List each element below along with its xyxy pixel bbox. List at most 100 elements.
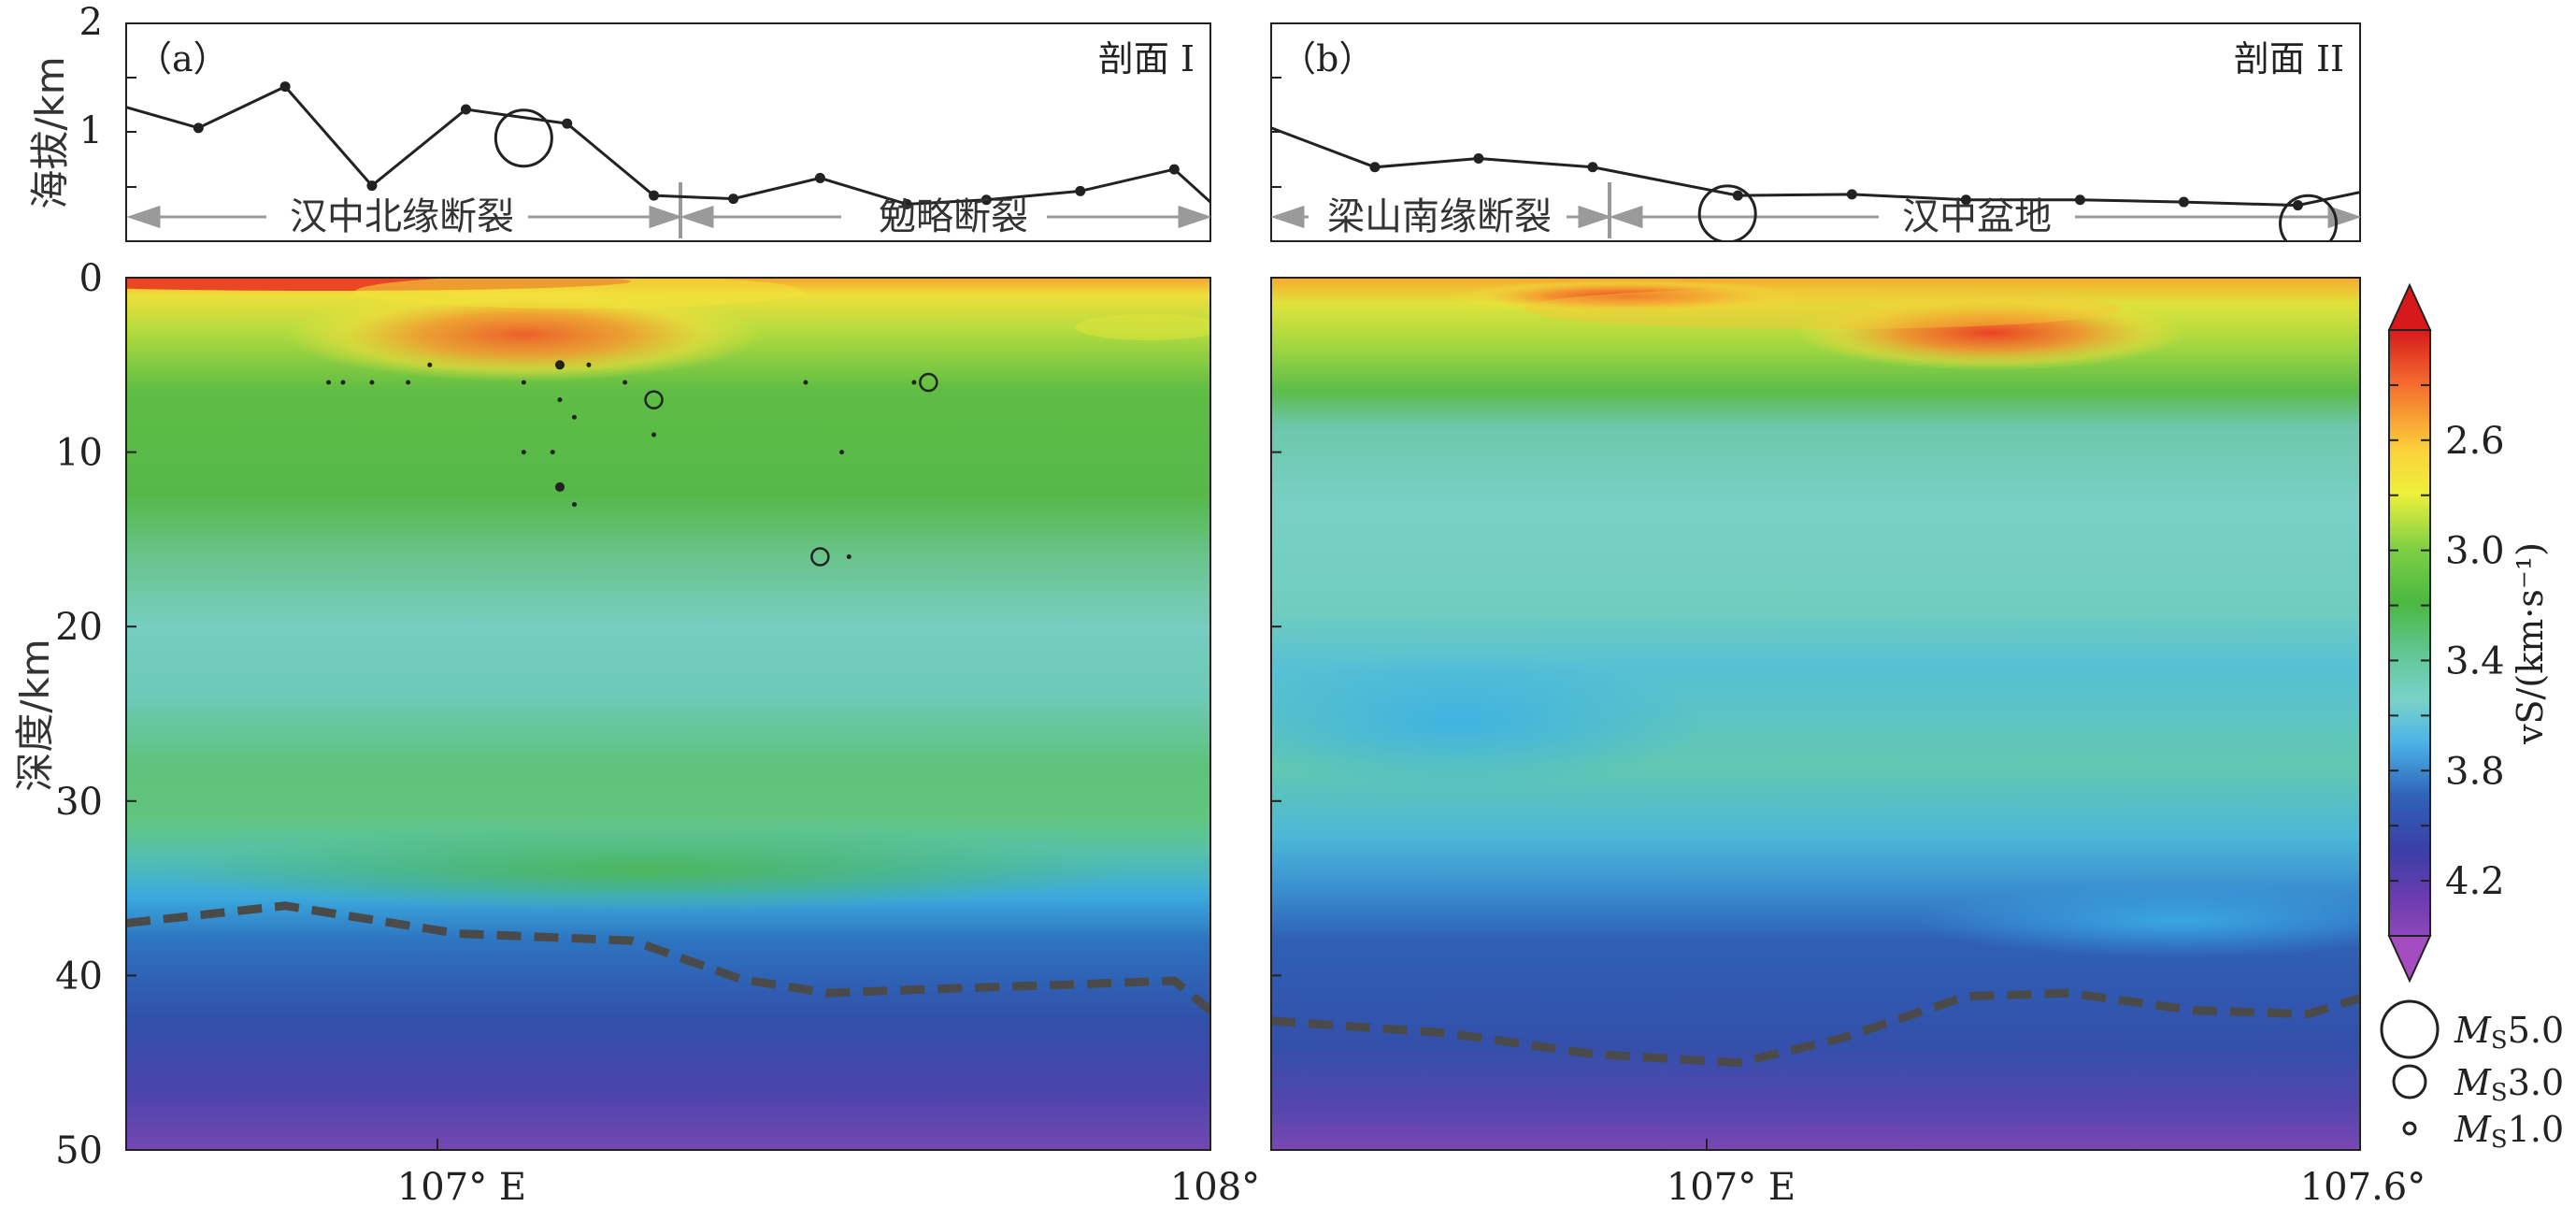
colorbar-tick-label: 3.0 — [2445, 530, 2505, 573]
fault-arrow-a1 — [126, 182, 1210, 238]
legend-circle — [2380, 999, 2440, 1059]
depth-ylabel: 深度/km — [12, 639, 58, 791]
elevation-point — [1960, 194, 1971, 206]
elevation-a-frame — [125, 22, 1211, 242]
depth-tick-label: 10 — [55, 432, 103, 475]
event-dot — [406, 380, 411, 385]
elevation-point — [2178, 196, 2189, 208]
elev-ytick-1: 1 — [79, 109, 103, 152]
section-a-frame — [125, 277, 1211, 1151]
elevation-points-b — [1369, 152, 2303, 211]
colorbar-label: vS/(km·s⁻¹) — [2510, 542, 2551, 745]
legend-label: MS1.0 — [2454, 1109, 2564, 1154]
depth-tick-label: 0 — [79, 257, 103, 300]
xtick-b-1076: 107.6° — [2300, 1166, 2426, 1207]
moho-line-b — [1271, 988, 2360, 1068]
event-dot — [911, 380, 917, 385]
elevation-point — [1473, 152, 1484, 164]
event-circle — [2279, 194, 2339, 241]
xtick-b-107: 107° E — [1667, 1166, 1796, 1207]
elevation-point — [279, 81, 291, 93]
legend-label: MS3.0 — [2454, 1062, 2564, 1107]
elevation-point — [980, 194, 992, 206]
event-circle — [919, 372, 938, 393]
elevation-point — [562, 118, 573, 129]
elevation-point — [901, 198, 912, 209]
profile-name-b: 剖面 II — [2234, 38, 2344, 79]
elevation-point — [2074, 194, 2085, 206]
event-dot — [340, 380, 346, 385]
elevation-point — [649, 190, 660, 201]
elevation-point — [1846, 189, 1857, 200]
legend-circle — [2402, 1121, 2417, 1136]
elevation-events-b — [1697, 184, 2339, 241]
elevation-point — [366, 180, 378, 192]
elevation-point — [1168, 164, 1180, 175]
elevation-point — [728, 194, 739, 205]
fault-label-b2: 汉中盆地 — [1902, 195, 2052, 238]
colorbar: 2.6 3.0 3.4 3.8 4.2 — [2387, 282, 2505, 984]
elevation-point — [460, 104, 471, 115]
colorbar-tick-label: 3.4 — [2445, 639, 2505, 683]
events-section-a — [326, 360, 938, 567]
fault-label-a1: 汉中北缘断裂 — [290, 195, 514, 238]
event-dot — [427, 362, 433, 367]
depth-tick-label: 40 — [55, 955, 103, 998]
elevation-events-a — [494, 108, 553, 168]
depth-tick-label: 30 — [55, 781, 103, 824]
colorbar-tick-label: 4.2 — [2445, 860, 2505, 903]
section-a-field — [126, 278, 1210, 1150]
xtick-a-108: 108° — [1170, 1166, 1260, 1207]
xtick-marks — [436, 1139, 2361, 1150]
elevation-point — [1075, 185, 1086, 196]
colorbar-tick-label: 3.8 — [2445, 750, 2505, 793]
event-circle — [1697, 184, 1757, 241]
event-dot — [803, 380, 809, 385]
event-dot — [557, 397, 563, 403]
elev-ytick-marks — [126, 77, 1281, 188]
elevation-line-a — [126, 84, 1210, 206]
event-dot — [521, 450, 526, 455]
event-circle — [494, 108, 553, 168]
panel-label-b: （b） — [1281, 38, 1374, 79]
fault-label-b1: 梁山南缘断裂 — [1327, 195, 1552, 238]
event-dot — [326, 380, 332, 385]
event-dot — [369, 380, 375, 385]
event-dot — [586, 362, 592, 367]
elevation-point — [1732, 190, 1743, 201]
event-dot — [846, 554, 852, 560]
section-b-field — [1271, 278, 2360, 1150]
elevation-points-a — [193, 81, 1180, 209]
event-dot — [550, 450, 555, 455]
legend-circle — [2392, 1064, 2427, 1099]
elevation-point — [193, 122, 204, 134]
colorbar-label-text: vS/(km·s⁻¹) — [2510, 542, 2551, 745]
colorbar-tick-label: 2.6 — [2445, 420, 2505, 463]
event-dot — [623, 380, 628, 385]
panel-label-a: （a） — [136, 38, 229, 79]
elevation-point — [1369, 162, 1381, 173]
elevation-point — [2292, 200, 2303, 211]
event-circle — [644, 390, 664, 410]
legend-label: MS5.0 — [2454, 1010, 2564, 1055]
elev-ytick-2: 2 — [79, 1, 103, 44]
profile-name-a: 剖面 I — [1098, 38, 1195, 79]
elevation-point — [814, 172, 825, 183]
event-dot — [571, 502, 577, 508]
depth-tick-label: 20 — [55, 606, 103, 649]
moho-line-a — [126, 901, 1210, 1014]
elev-ylabel: 海拔/km — [27, 56, 73, 208]
elevation-point — [1587, 162, 1598, 173]
event-circle — [810, 547, 830, 567]
event-dot — [571, 414, 577, 420]
event-dot — [555, 360, 565, 370]
fault-label-a2: 勉略断裂 — [879, 195, 1028, 238]
depth-tick-label: 50 — [55, 1129, 103, 1172]
elevation-b-frame — [1270, 22, 2361, 242]
event-dot — [651, 432, 657, 438]
xtick-a-107: 107° E — [397, 1166, 526, 1207]
event-dot — [555, 481, 565, 492]
event-dot — [839, 450, 845, 455]
